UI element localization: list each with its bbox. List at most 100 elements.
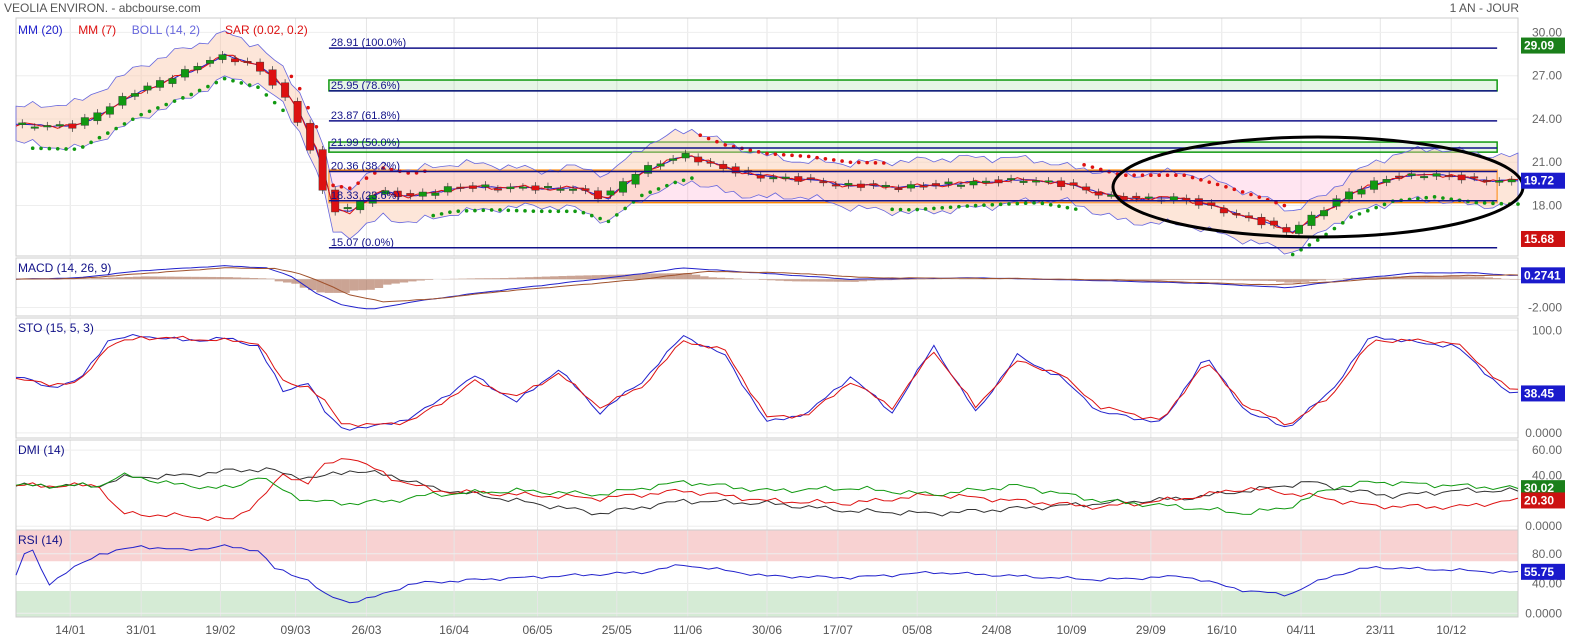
sar-dot (439, 212, 444, 216)
candle (155, 80, 164, 88)
macd-histogram-bar (1134, 279, 1143, 281)
macd-histogram-bar (1200, 279, 1210, 280)
macd-histogram-bar (391, 279, 400, 284)
x-axis-label: 25/05 (602, 623, 632, 637)
macd-histogram-bar (591, 275, 601, 280)
sar-dot (1224, 184, 1228, 189)
sar-dot (1499, 201, 1504, 206)
macd-histogram-bar (199, 276, 208, 280)
macd-histogram-bar (1284, 279, 1293, 283)
macd-histogram-bar (1159, 279, 1168, 281)
macd-histogram-bar (249, 278, 258, 280)
candle (1044, 180, 1053, 183)
x-axis-label: 09/03 (281, 623, 311, 637)
macd-histogram-bar (1301, 279, 1310, 282)
x-axis-label: 19/02 (205, 623, 235, 637)
sto-line-2 (15, 335, 1519, 427)
sar-dot (982, 203, 986, 207)
sar-dot (957, 204, 961, 209)
candle (631, 173, 640, 185)
macd-histogram-bar (324, 279, 334, 293)
macd-histogram-bar (875, 279, 884, 281)
sar-dot (331, 183, 335, 188)
sar-dot (1132, 173, 1136, 178)
sar-dot (1299, 247, 1303, 252)
sto-badge-bg (1521, 385, 1565, 402)
sar-dot (1165, 173, 1170, 178)
price-ytick-tick: 21.00 (1532, 155, 1562, 169)
candle (30, 126, 39, 129)
sar-dot (356, 181, 360, 185)
rsi-ytick-tick: 80.00 (1532, 547, 1562, 561)
candle (982, 180, 990, 183)
candle (206, 60, 214, 64)
candle (1332, 198, 1341, 207)
sar-dot (114, 126, 118, 131)
candle (756, 175, 765, 179)
macd-histogram-bar (132, 276, 142, 280)
candle (731, 166, 740, 174)
sar-dot (823, 156, 828, 161)
macd-histogram-bar (207, 276, 217, 280)
macd-histogram-bar (616, 274, 626, 280)
candle (556, 188, 565, 191)
sar-dot (523, 209, 527, 213)
sar-dot (531, 209, 536, 213)
candle (831, 184, 840, 187)
candle (1269, 220, 1278, 226)
sar-dot (206, 84, 210, 89)
macd-line-2 (15, 267, 1519, 303)
macd-histogram-bar (1376, 276, 1385, 280)
candle (1144, 196, 1153, 199)
sar-dot (606, 219, 611, 224)
sar-dot (1015, 201, 1020, 206)
candle (368, 194, 377, 204)
sar-dot (915, 207, 919, 212)
macd-histogram-bar (666, 273, 676, 280)
macd-badge: 0.2741 (1524, 268, 1561, 282)
candle (944, 181, 953, 185)
macd-histogram-bar (708, 277, 717, 280)
sar-dot (715, 139, 719, 144)
sar-dot (706, 136, 711, 141)
sar-dot (47, 146, 52, 151)
sar-dot (1032, 201, 1036, 205)
sar-dot (322, 150, 327, 155)
macd-histogram-bar (266, 278, 275, 280)
sar-dot (589, 213, 594, 218)
macd-histogram-bar (767, 279, 776, 281)
sar-dot (131, 117, 135, 122)
sar-dot (1149, 173, 1153, 178)
sar-dot (1416, 196, 1420, 201)
sar-dot (314, 124, 319, 129)
candle (105, 106, 114, 115)
candle (769, 177, 778, 180)
candle (1507, 179, 1516, 183)
sar-dot (1491, 201, 1495, 206)
sto-ytick-tick: 0.0000 (1525, 426, 1562, 440)
candle (794, 176, 803, 182)
sar-dot (673, 180, 678, 185)
sar-dot (222, 76, 227, 81)
sar-dot (239, 81, 244, 85)
macd-histogram-bar (316, 279, 325, 293)
sar-dot (506, 208, 511, 213)
sar-dot (289, 74, 294, 79)
macd-histogram-bar (633, 273, 642, 280)
macd-histogram-bar (374, 279, 384, 288)
candle (706, 161, 715, 164)
macd-line-1 (15, 265, 1519, 310)
candle (1069, 182, 1078, 186)
macd-histogram-bar (1276, 279, 1285, 282)
price-badge-bg (1521, 172, 1565, 189)
macd-histogram-bar (341, 279, 350, 293)
macd-histogram-bar (1142, 279, 1151, 281)
macd-histogram-bar (675, 273, 684, 280)
macd-histogram-bar (82, 278, 92, 280)
macd-histogram-bar (166, 276, 175, 280)
sar-dot (556, 209, 561, 214)
candle (694, 156, 703, 163)
candle (1470, 176, 1479, 179)
candle (431, 192, 440, 196)
sar-dot (247, 83, 252, 87)
